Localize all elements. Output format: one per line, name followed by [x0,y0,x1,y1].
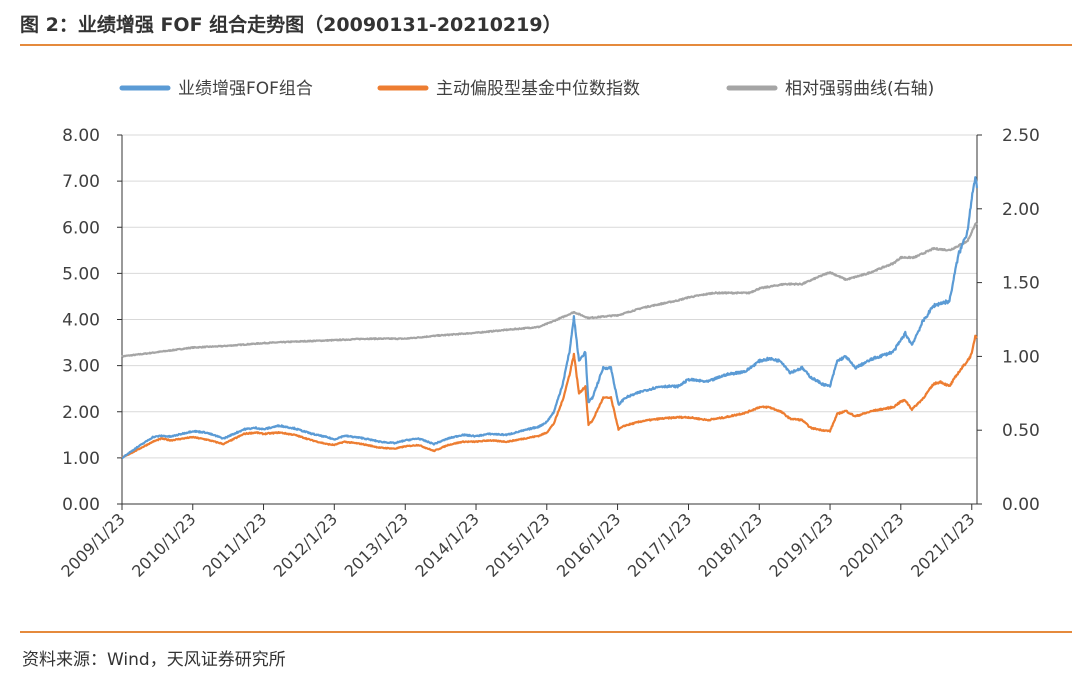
x-tick-label: 2009/1/23 [57,509,128,580]
y-left-tick-label: 1.00 [62,449,100,469]
y-left-tick-label: 0.00 [62,495,100,515]
y-left-tick-label: 8.00 [62,126,100,146]
series-line-2 [121,222,978,358]
x-tick-label: 2019/1/23 [765,509,836,580]
legend-label: 业绩增强FOF组合 [178,79,313,99]
y-left-tick-label: 2.00 [62,403,100,423]
title-bar: 图 2：业绩增强 FOF 组合走势图（20090131-20210219） [0,0,1080,46]
legend-label: 主动偏股型基金中位数指数 [436,79,640,99]
chart-title: 图 2：业绩增强 FOF 组合走势图（20090131-20210219） [20,14,562,36]
series-line-1 [121,334,978,459]
y-right-tick-label: 0.00 [1002,495,1040,515]
y-right-tick-label: 2.00 [1002,200,1040,220]
y-left-tick-label: 6.00 [62,218,100,238]
x-tick-label: 2012/1/23 [270,509,341,580]
legend-label: 相对强弱曲线(右轴) [785,79,934,99]
y-left-tick-label: 3.00 [62,357,100,377]
y-right-tick-label: 1.00 [1002,347,1040,367]
footer-divider [20,631,1072,633]
y-left-tick-label: 7.00 [62,172,100,192]
y-right-tick-label: 2.50 [1002,126,1040,146]
x-tick-label: 2020/1/23 [836,509,907,580]
x-tick-label: 2018/1/23 [695,509,766,580]
x-tick-label: 2011/1/23 [199,509,270,580]
x-tick-label: 2015/1/23 [482,509,553,580]
title-divider [20,44,1072,46]
x-tick-label: 2014/1/23 [411,509,482,580]
source-note: 资料来源：Wind，天风证券研究所 [22,650,286,670]
y-left-tick-label: 4.00 [62,311,100,331]
series-line-0 [121,176,979,460]
y-right-tick-label: 0.50 [1002,421,1040,441]
y-left-tick-label: 5.00 [62,264,100,284]
x-tick-label: 2017/1/23 [624,509,695,580]
chart-canvas: 0.00 1.00 2.00 3.00 4.00 5.00 6.00 7.00 8.00 0.00… [57,79,1040,581]
x-tick-label: 2021/1/23 [907,509,978,580]
y-right-tick-label: 1.50 [1002,274,1040,294]
x-tick-label: 2013/1/23 [341,509,412,580]
x-tick-label: 2016/1/23 [553,509,624,580]
x-tick-label: 2010/1/23 [128,509,199,580]
